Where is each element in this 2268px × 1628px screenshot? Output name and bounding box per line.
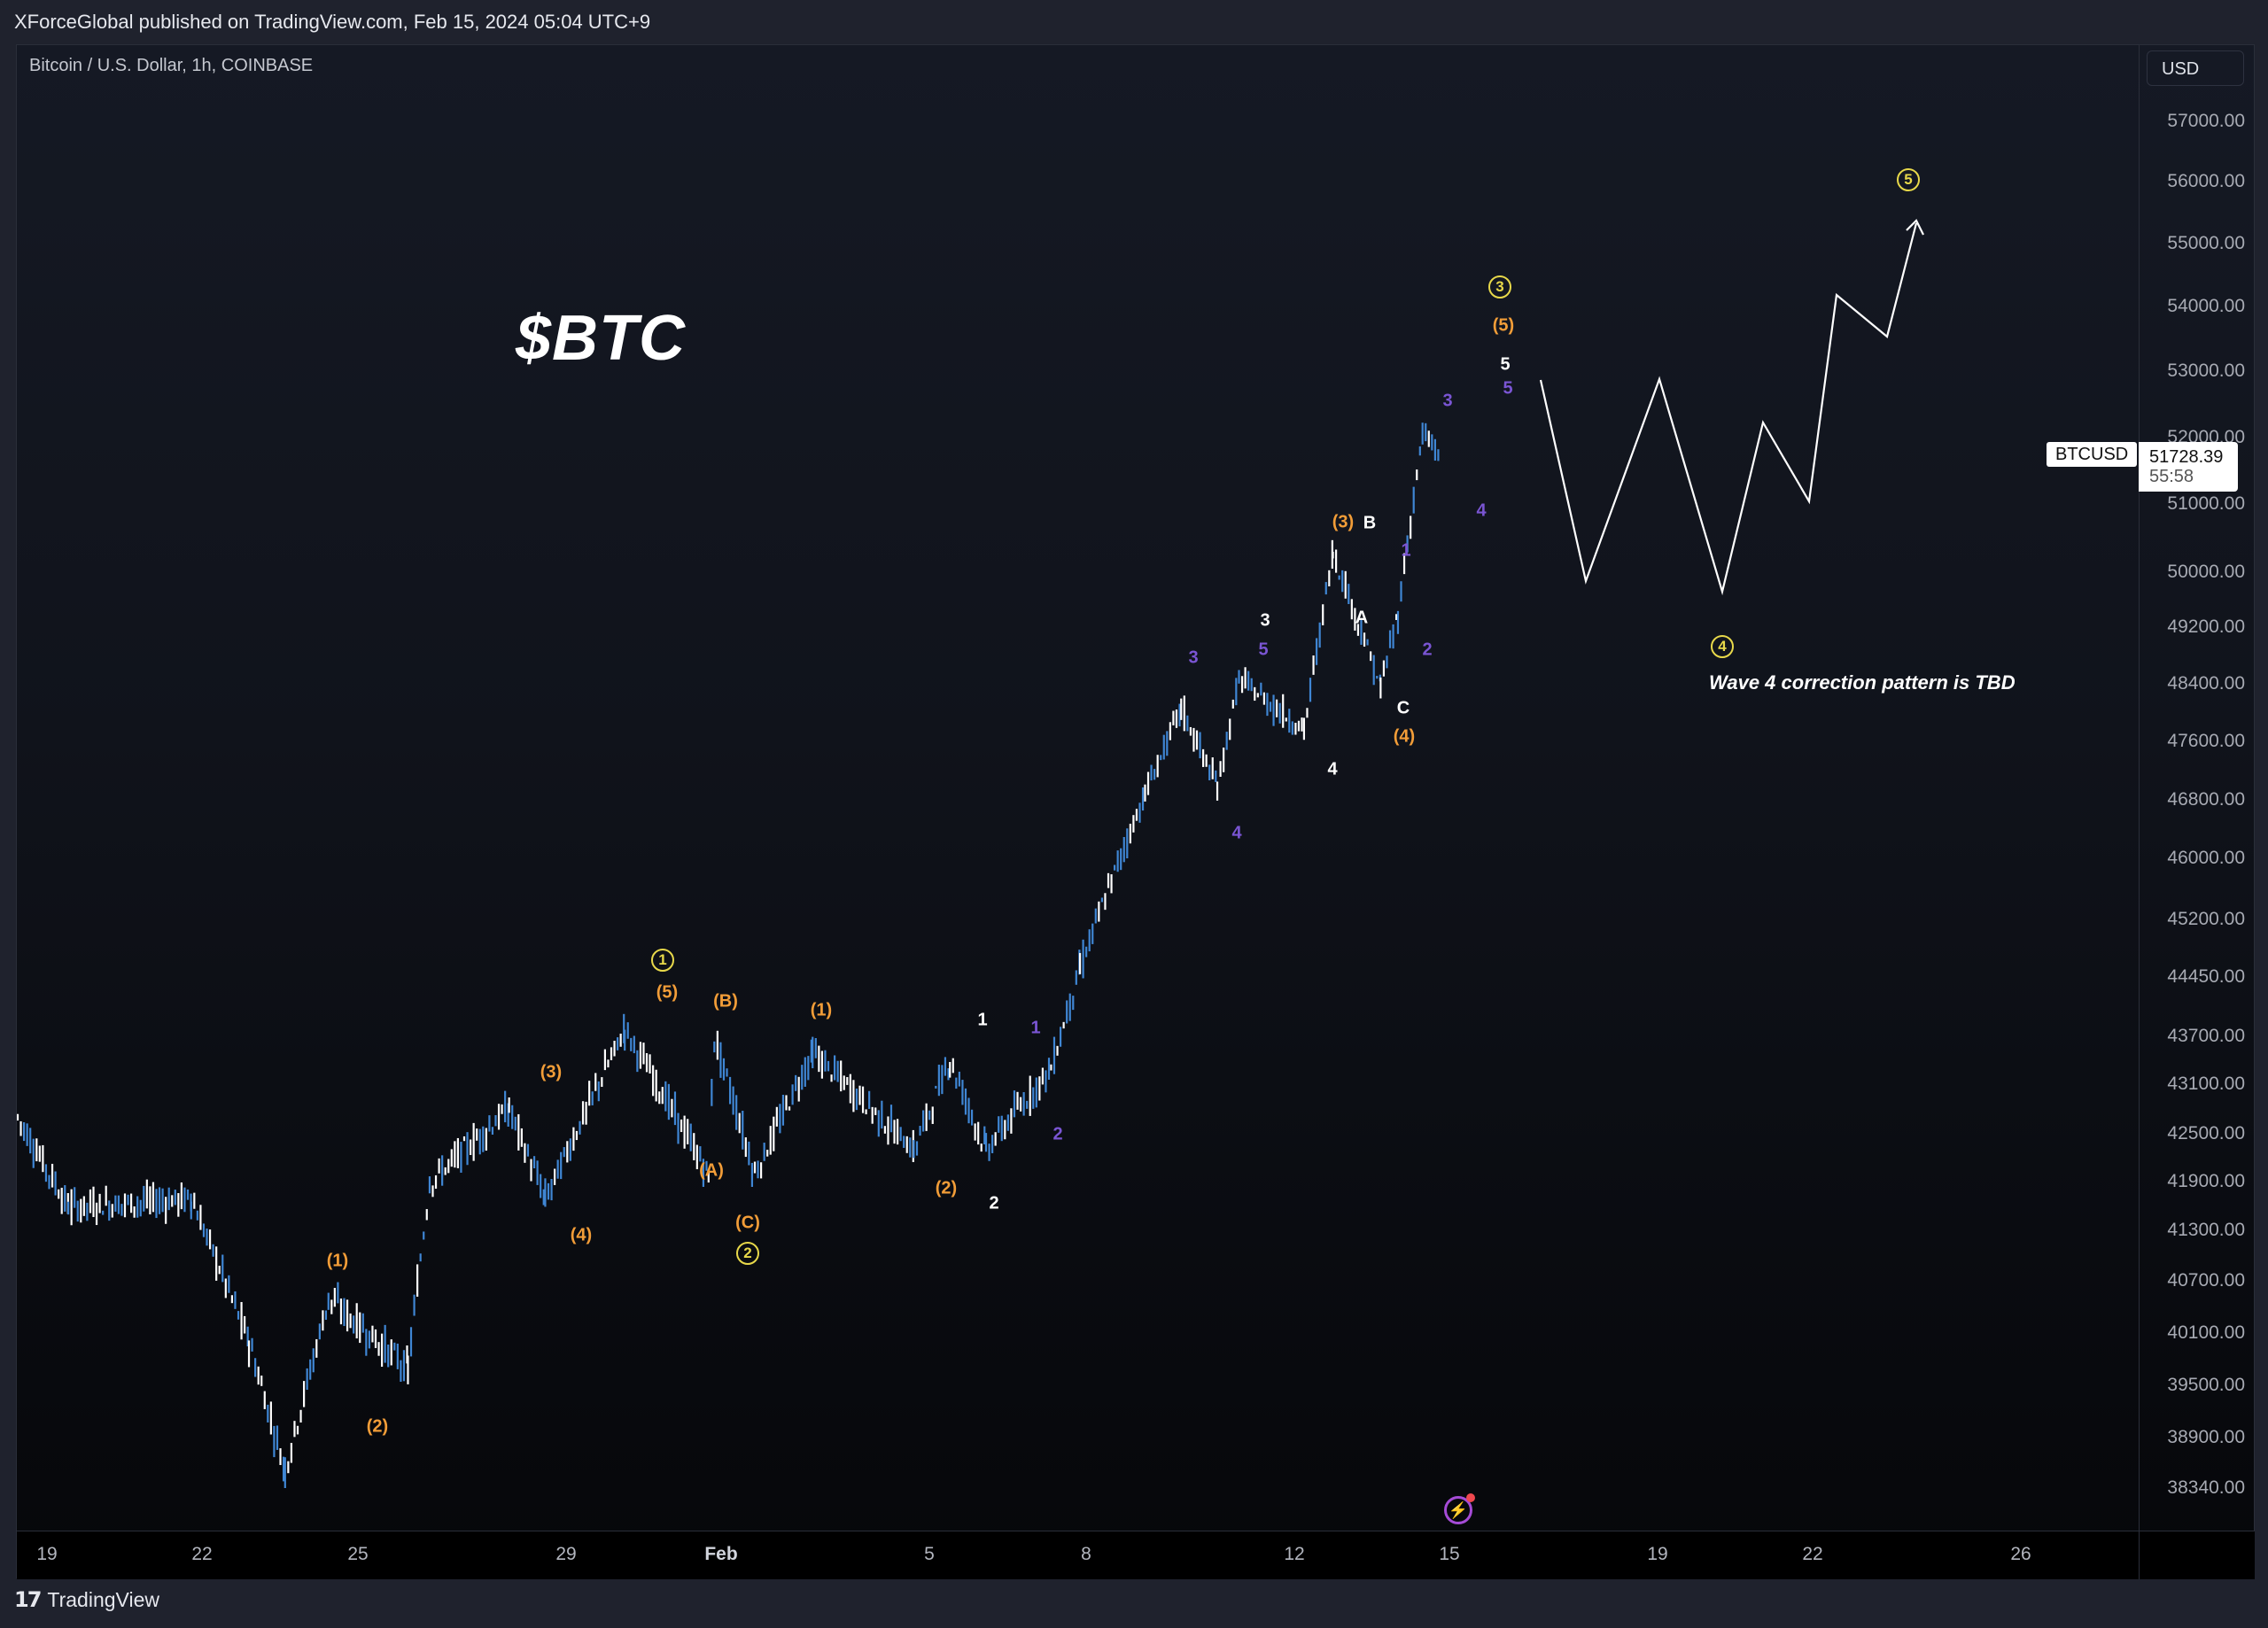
wave-label: (5)	[1492, 315, 1515, 336]
chart-title: $BTC	[516, 303, 687, 374]
time-tick: 22	[1802, 1544, 1823, 1564]
price-tick: 40700.00	[2167, 1270, 2245, 1291]
wave-label: (4)	[570, 1225, 593, 1245]
time-tick: 22	[191, 1544, 213, 1564]
time-tick: 19	[1647, 1544, 1668, 1564]
symbol-price-tag: BTCUSD	[2047, 442, 2138, 467]
wave-label-circled: 5	[1897, 168, 1920, 191]
price-pane[interactable]: Bitcoin / U.S. Dollar, 1h, COINBASE $BTC…	[17, 45, 2138, 1531]
lightning-event-icon[interactable]: ⚡	[1444, 1493, 1475, 1524]
wave-label: 1	[1401, 540, 1411, 561]
price-tick: 40100.00	[2167, 1322, 2245, 1343]
wave-label: A	[1355, 608, 1369, 628]
time-tick: 29	[555, 1544, 577, 1564]
wave-label: 3	[1188, 647, 1199, 668]
projection-line	[1539, 222, 1918, 596]
price-tick: 49200.00	[2167, 616, 2245, 637]
time-tick: 8	[1081, 1544, 1091, 1564]
currency-button[interactable]: USD	[2147, 50, 2244, 86]
time-tick: Feb	[704, 1544, 738, 1564]
price-tick: 48400.00	[2167, 673, 2245, 694]
wave-label: (3)	[540, 1062, 563, 1082]
price-tick: 56000.00	[2167, 171, 2245, 191]
wave-label: (4)	[1393, 726, 1416, 747]
last-price-label: 51728.39 55:58	[2139, 442, 2238, 492]
wave-label: (3)	[1332, 512, 1355, 532]
time-tick: 15	[1439, 1544, 1460, 1564]
wave-label: 2	[989, 1193, 999, 1213]
price-tick: 55000.00	[2167, 233, 2245, 253]
annotation-note: Wave 4 correction pattern is TBD	[1709, 671, 2016, 694]
price-tick: 42500.00	[2167, 1123, 2245, 1143]
time-tick: 26	[2010, 1544, 2031, 1564]
price-tick: 47600.00	[2167, 731, 2245, 751]
price-tick: 44450.00	[2167, 966, 2245, 987]
time-tick: 25	[347, 1544, 369, 1564]
wave-label: (2)	[366, 1416, 389, 1437]
brand-footer[interactable]: 𝟭𝟳 TradingView	[14, 1587, 159, 1613]
price-tick: 43100.00	[2167, 1074, 2245, 1094]
wave-label: B	[1363, 513, 1377, 533]
price-tick: 46000.00	[2167, 848, 2245, 868]
wave-label: (A)	[699, 1160, 724, 1181]
time-tick: 12	[1284, 1544, 1305, 1564]
last-price-value: 51728.39	[2149, 447, 2224, 467]
wave-label: (5)	[656, 982, 679, 1003]
arrow-head-icon	[1906, 219, 1924, 236]
wave-label: (2)	[935, 1178, 958, 1198]
wave-label-circled: 3	[1488, 275, 1511, 298]
tradingview-logo-icon: 𝟭𝟳	[14, 1588, 42, 1612]
price-tick: 43700.00	[2167, 1026, 2245, 1046]
projection-path	[1539, 219, 1924, 596]
price-tick: 46800.00	[2167, 789, 2245, 810]
publish-info: XForceGlobal published on TradingView.co…	[14, 11, 651, 33]
brand-name: TradingView	[47, 1588, 159, 1611]
chart-container: Bitcoin / U.S. Dollar, 1h, COINBASE $BTC…	[16, 44, 2256, 1579]
wave-label: (C)	[735, 1213, 760, 1233]
wave-label: 5	[1258, 640, 1269, 660]
wave-label: (1)	[326, 1251, 349, 1271]
symbol-legend[interactable]: Bitcoin / U.S. Dollar, 1h, COINBASE	[29, 56, 314, 75]
candlestick-series	[17, 423, 1440, 1488]
publish-header: XForceGlobal published on TradingView.co…	[0, 0, 2268, 44]
price-tick: 41300.00	[2167, 1220, 2245, 1240]
price-tick: 38340.00	[2167, 1477, 2245, 1498]
price-tick: 41900.00	[2167, 1171, 2245, 1191]
price-tick: 57000.00	[2167, 111, 2245, 131]
time-axis[interactable]: 19 22 25 29 Feb 5 8 12 15 19 22 26	[17, 1531, 2255, 1579]
wave-label: 1	[1030, 1018, 1041, 1038]
wave-label: 4	[1476, 500, 1487, 521]
wave-label-circled: 1	[651, 949, 674, 972]
wave-label: 5	[1500, 354, 1511, 375]
wave-label: 4	[1327, 759, 1338, 779]
bar-countdown: 55:58	[2149, 467, 2194, 486]
wave-label: 3	[1442, 391, 1453, 411]
price-tick: 51000.00	[2167, 493, 2245, 514]
wave-label: (B)	[713, 991, 738, 1012]
wave-label: 1	[977, 1010, 988, 1030]
price-tick: 45200.00	[2167, 909, 2245, 929]
wave-label: 4	[1231, 823, 1242, 843]
wave-label-circled: 4	[1711, 635, 1734, 658]
price-tick: 50000.00	[2167, 562, 2245, 582]
price-tick: 38900.00	[2167, 1427, 2245, 1447]
wave-label: C	[1396, 698, 1410, 718]
wave-label: 2	[1422, 640, 1433, 660]
time-tick: 5	[924, 1544, 935, 1564]
notification-dot	[1466, 1493, 1475, 1502]
wave-label: (1)	[810, 1000, 833, 1020]
wave-label: 3	[1260, 610, 1270, 631]
price-axis[interactable]: USD 57000.00 56000.00 55000.00 54000.00 …	[2139, 45, 2256, 1531]
wave-label: 2	[1052, 1124, 1063, 1144]
price-tick: 53000.00	[2167, 360, 2245, 381]
time-tick: 19	[36, 1544, 58, 1564]
price-tick: 54000.00	[2167, 296, 2245, 316]
wave-label: 5	[1503, 378, 1513, 399]
wave-label-circled: 2	[736, 1242, 759, 1265]
axis-corner	[2139, 1531, 2256, 1579]
price-tick: 39500.00	[2167, 1375, 2245, 1395]
